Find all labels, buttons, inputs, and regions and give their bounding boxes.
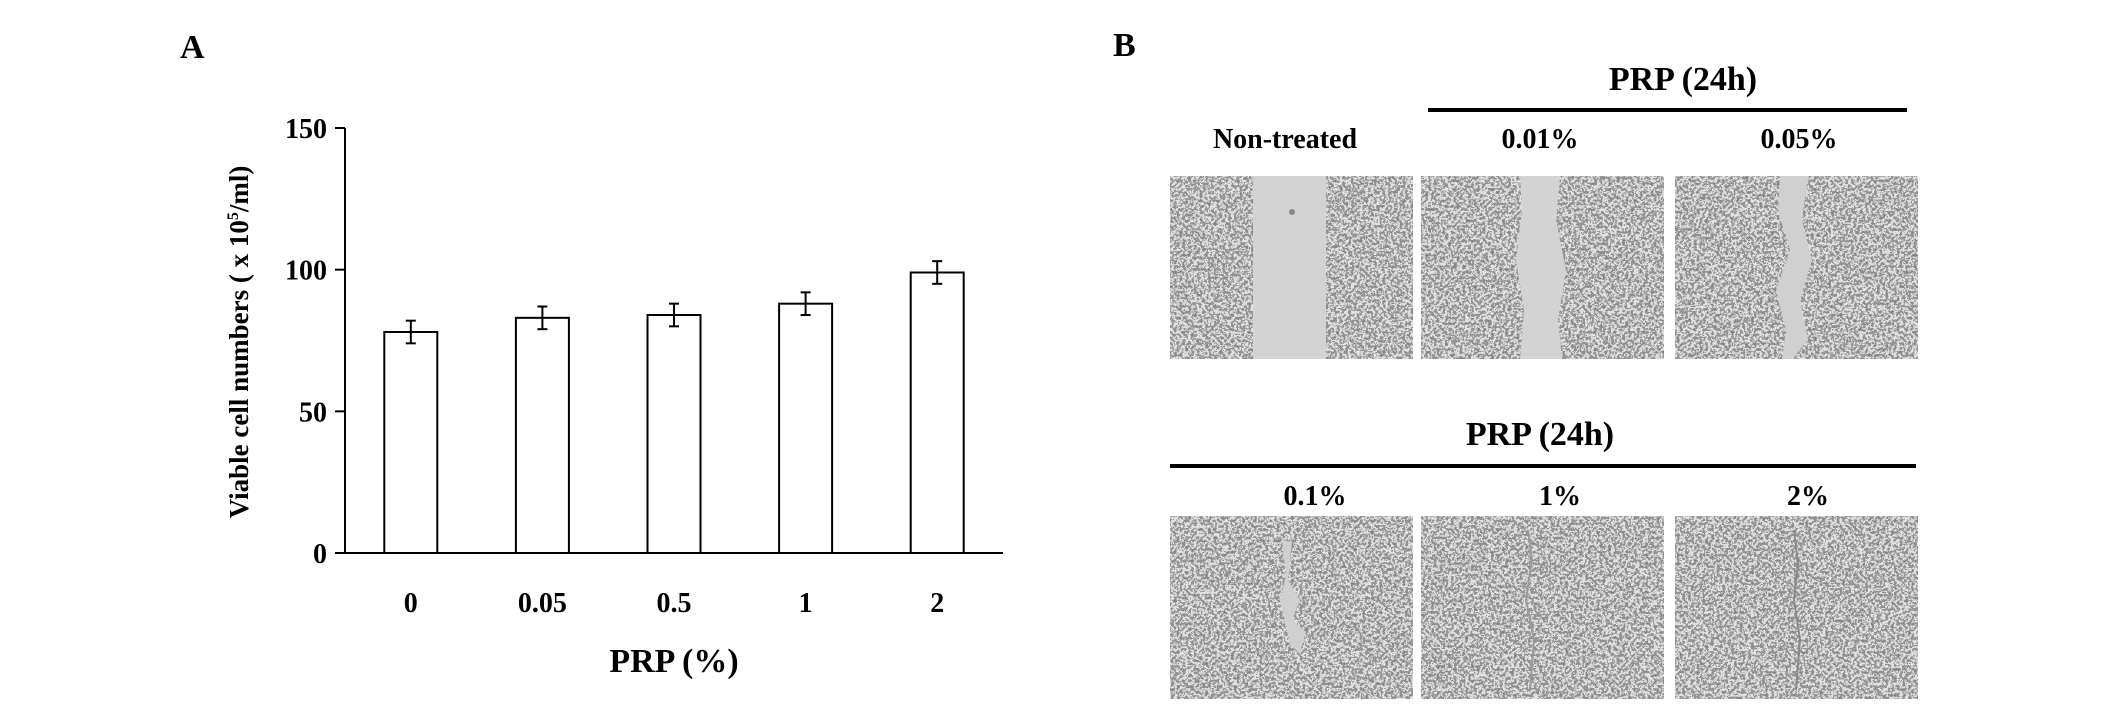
x-tick-label: 2 xyxy=(930,588,944,619)
bar-2 xyxy=(909,271,965,554)
bar-0 xyxy=(383,331,439,554)
image-0-01 xyxy=(1421,176,1664,359)
image-1 xyxy=(1421,516,1664,699)
error-bar-0.5 xyxy=(669,302,679,328)
label-2: 2% xyxy=(1787,481,1829,512)
y-axis-label: Viable cell numbers ( x 105/ml) xyxy=(224,166,254,519)
bar-chart: 0 50 100 150 0 0.05 0.5 1 2 PRP (%) Viable cell… xyxy=(224,114,1003,680)
x-tick-label: 1 xyxy=(799,588,813,619)
label-0-01: 0.01% xyxy=(1502,124,1579,155)
x-tick-label: 0 xyxy=(404,588,418,619)
image-2 xyxy=(1675,516,1918,699)
header-bottom-label: PRP (24h) xyxy=(1466,416,1614,453)
label-1: 1% xyxy=(1539,481,1581,512)
y-tick-label: 100 xyxy=(285,256,327,287)
error-bar-2 xyxy=(932,260,943,285)
error-bar-0.05 xyxy=(537,305,548,331)
error-bar-1 xyxy=(800,291,811,316)
error-bar-0 xyxy=(405,319,416,345)
image-0-05 xyxy=(1675,176,1918,359)
bar-0.5 xyxy=(646,314,702,554)
y-tick-label: 150 xyxy=(285,114,327,145)
bar-0.05 xyxy=(514,316,570,555)
bar-1 xyxy=(778,302,834,554)
label-0-1: 0.1% xyxy=(1284,481,1347,512)
image-non-treated xyxy=(1170,176,1413,359)
label-non-treated: Non-treated xyxy=(1213,124,1358,155)
y-tick-label: 50 xyxy=(299,397,327,428)
header-top-label: PRP (24h) xyxy=(1609,61,1757,98)
x-axis-label: PRP (%) xyxy=(609,643,738,680)
image-0-1 xyxy=(1170,516,1413,699)
x-tick-label: 0.05 xyxy=(518,588,567,619)
y-tick-label: 0 xyxy=(313,539,327,570)
panel-b-label: B xyxy=(1113,27,1136,64)
x-tick-label: 0.5 xyxy=(657,588,692,619)
scratch-assay-panel: PRP (24h) Non-treated 0.01% 0.05% PRP (2… xyxy=(1170,61,1918,699)
panel-a-label: A xyxy=(180,29,205,66)
label-0-05: 0.05% xyxy=(1761,124,1838,155)
